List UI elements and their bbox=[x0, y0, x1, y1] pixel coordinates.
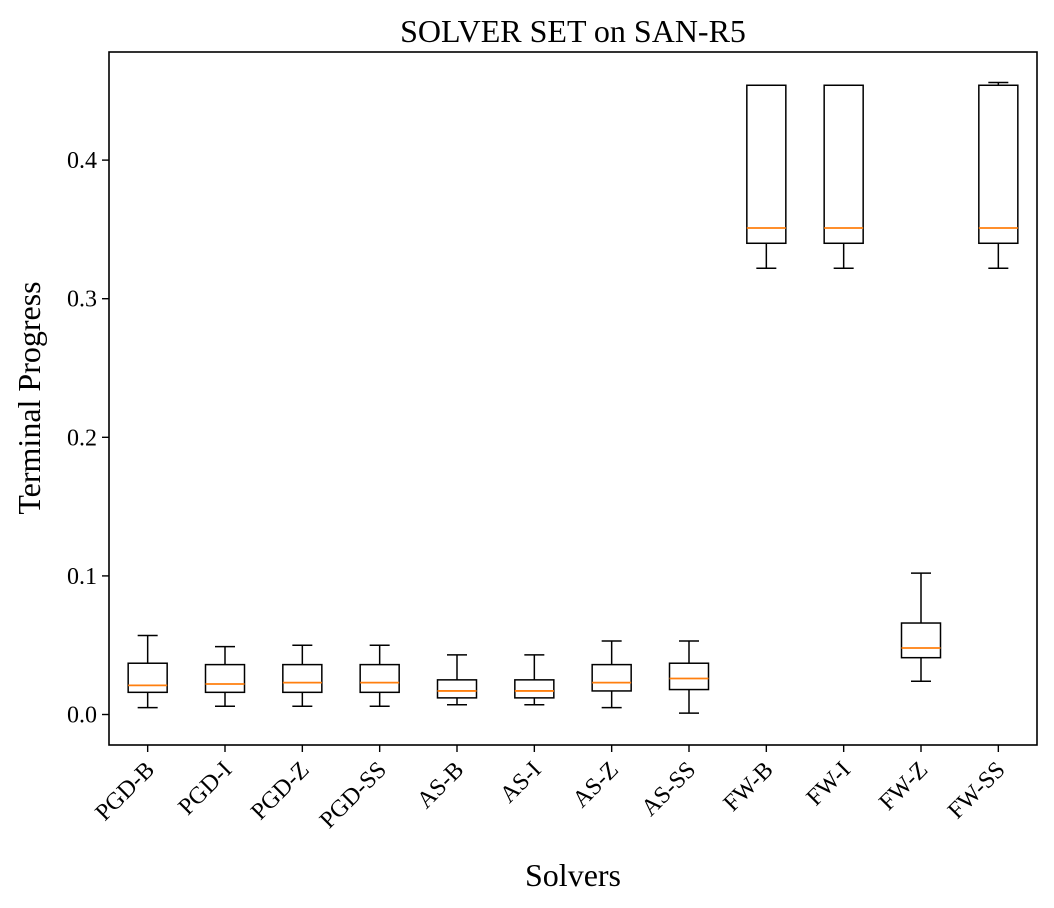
box-group bbox=[900, 572, 942, 682]
y-tick-label: 0.4 bbox=[67, 148, 97, 174]
y-tick-label: 0.3 bbox=[67, 287, 97, 313]
x-tick-label: AS-Z bbox=[568, 757, 624, 813]
plot-area: 0.0 0.1 0.2 0.3 0.4 PGD-B PGD-I PGD-Z PGD-SS AS-B… bbox=[67, 51, 1038, 834]
x-tick-label: FW-B bbox=[719, 757, 779, 817]
x-tick-label: FW-I bbox=[802, 757, 856, 811]
box-iqr bbox=[436, 679, 478, 699]
x-tick-label: FW-Z bbox=[874, 757, 933, 816]
x-tick-label: PGD-Z bbox=[246, 757, 314, 825]
box-iqr bbox=[823, 84, 864, 245]
x-tick-label: PGD-I bbox=[174, 757, 238, 821]
x-tick-label: AS-SS bbox=[637, 757, 702, 822]
y-tick-label: 0.0 bbox=[67, 703, 97, 729]
box-iqr bbox=[591, 663, 632, 692]
box-group bbox=[127, 634, 168, 709]
x-tick-label: FW-SS bbox=[943, 757, 1010, 824]
box-group bbox=[746, 84, 787, 269]
box-iqr bbox=[978, 84, 1019, 245]
box-iqr bbox=[746, 84, 787, 245]
box-iqr bbox=[359, 663, 400, 694]
box-group bbox=[591, 640, 632, 709]
box-iqr bbox=[900, 622, 942, 659]
x-tick-label: AS-I bbox=[495, 757, 546, 808]
box-iqr bbox=[127, 662, 168, 694]
box-iqr bbox=[514, 679, 555, 699]
axes-frame bbox=[108, 51, 1038, 746]
y-tick-label: 0.2 bbox=[67, 425, 97, 451]
chart-title: SOLVER SET on SAN-R5 bbox=[400, 13, 746, 49]
box-group bbox=[514, 654, 555, 706]
box-iqr bbox=[204, 663, 246, 694]
box-group bbox=[978, 81, 1019, 269]
x-tick-label: AS-B bbox=[412, 757, 469, 814]
x-tick-label: PGD-B bbox=[91, 757, 160, 826]
y-axis-label: Terminal Progress bbox=[11, 281, 47, 514]
box-group bbox=[823, 84, 864, 269]
box-group bbox=[282, 644, 323, 707]
box-group bbox=[204, 645, 246, 707]
x-tick-label: PGD-SS bbox=[315, 757, 392, 834]
box-iqr bbox=[282, 663, 323, 694]
box-group bbox=[359, 644, 400, 707]
box-iqr bbox=[668, 662, 710, 691]
y-tick-label: 0.1 bbox=[67, 564, 97, 590]
box-group bbox=[436, 654, 478, 706]
box-group bbox=[668, 640, 710, 714]
x-axis-label: Solvers bbox=[525, 857, 621, 893]
